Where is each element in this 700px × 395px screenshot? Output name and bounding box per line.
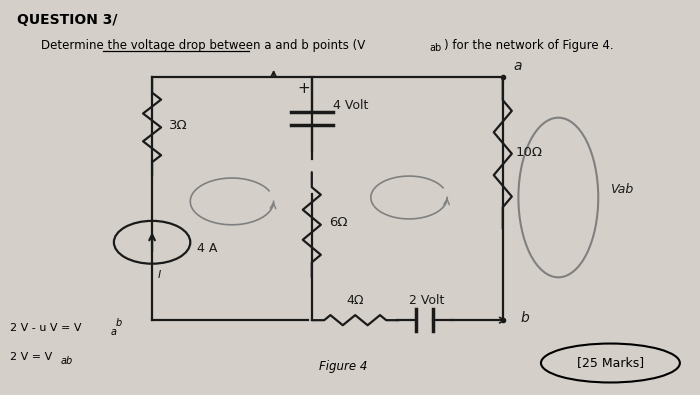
- Text: 2 V - u V = V: 2 V - u V = V: [10, 323, 81, 333]
- Text: 2 V = V: 2 V = V: [10, 352, 52, 362]
- Text: ab: ab: [60, 356, 73, 367]
- Text: QUESTION 3/: QUESTION 3/: [17, 13, 117, 26]
- Text: Determine the voltage drop between a and b points (V: Determine the voltage drop between a and…: [41, 39, 365, 52]
- Text: b: b: [116, 318, 122, 328]
- Text: 6Ω: 6Ω: [329, 216, 348, 229]
- Text: Vab: Vab: [610, 183, 634, 196]
- Text: a: a: [111, 327, 116, 337]
- Text: 4 Volt: 4 Volt: [332, 100, 368, 113]
- Text: +: +: [297, 81, 310, 96]
- Text: [25 Marks]: [25 Marks]: [577, 357, 644, 369]
- Text: 4 A: 4 A: [197, 242, 218, 255]
- Text: 3Ω: 3Ω: [169, 119, 188, 132]
- Text: 10Ω: 10Ω: [515, 146, 543, 159]
- Text: 2 Volt: 2 Volt: [409, 294, 444, 307]
- Text: b: b: [520, 311, 529, 325]
- Text: 4Ω: 4Ω: [346, 294, 364, 307]
- Text: I: I: [158, 271, 161, 280]
- Text: ) for the network of Figure 4.: ) for the network of Figure 4.: [444, 39, 613, 52]
- Text: Figure 4: Figure 4: [319, 360, 368, 373]
- Text: ab: ab: [429, 43, 442, 53]
- Text: a: a: [513, 59, 522, 73]
